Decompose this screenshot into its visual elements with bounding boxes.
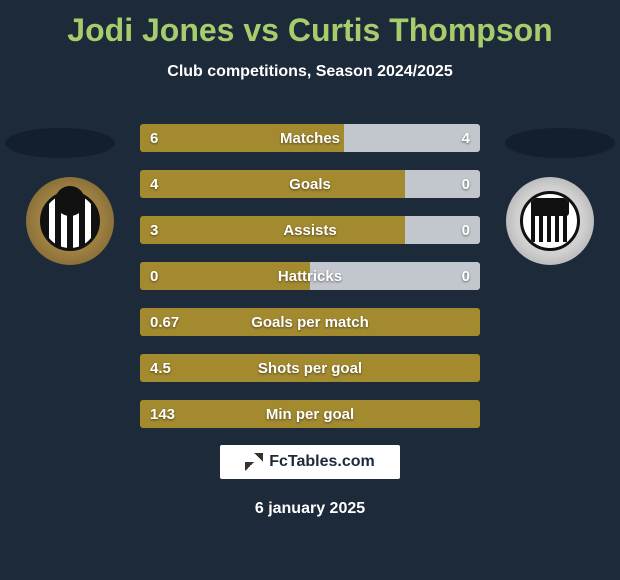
stat-value-right: 0 — [452, 216, 480, 244]
stat-label: Goals per match — [140, 308, 480, 336]
stat-row: 3 Assists 0 — [140, 216, 480, 244]
brand-text: FcTables.com — [269, 453, 375, 471]
club-crest-icon — [520, 191, 580, 251]
stat-label: Matches — [140, 124, 480, 152]
stat-label: Hattricks — [140, 262, 480, 290]
stat-row: 0.67 Goals per match — [140, 308, 480, 336]
stat-value-right: 0 — [452, 170, 480, 198]
footer-date: 6 january 2025 — [0, 500, 620, 518]
stat-value-right: 4 — [452, 124, 480, 152]
stat-value-right — [460, 400, 480, 428]
stat-row: 0 Hattricks 0 — [140, 262, 480, 290]
player-platform-left — [5, 128, 115, 158]
stat-label: Assists — [140, 216, 480, 244]
player-badge-left — [26, 177, 114, 265]
player-badge-right — [506, 177, 594, 265]
stat-row: 4.5 Shots per goal — [140, 354, 480, 382]
stat-row: 4 Goals 0 — [140, 170, 480, 198]
page-subtitle: Club competitions, Season 2024/2025 — [0, 63, 620, 81]
page-title: Jodi Jones vs Curtis Thompson — [0, 0, 620, 49]
stat-row: 6 Matches 4 — [140, 124, 480, 152]
stat-value-right: 0 — [452, 262, 480, 290]
stat-value-right — [460, 308, 480, 336]
chart-icon — [245, 453, 263, 471]
player-platform-right — [505, 128, 615, 158]
stat-label: Shots per goal — [140, 354, 480, 382]
stat-value-right — [460, 354, 480, 382]
stat-row: 143 Min per goal — [140, 400, 480, 428]
club-crest-icon — [40, 191, 100, 251]
brand-badge[interactable]: FcTables.com — [220, 445, 400, 479]
stat-label: Goals — [140, 170, 480, 198]
stats-container: 6 Matches 4 4 Goals 0 3 Assists 0 0 Hatt… — [140, 124, 480, 446]
stat-label: Min per goal — [140, 400, 480, 428]
